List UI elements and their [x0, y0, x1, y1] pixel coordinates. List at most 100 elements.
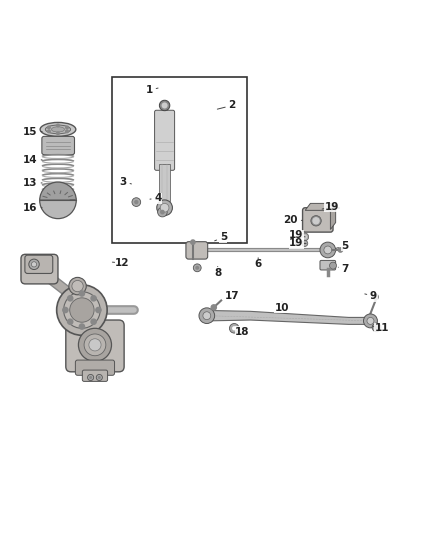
Ellipse shape — [32, 262, 37, 267]
Text: 17: 17 — [225, 291, 240, 301]
Text: 10: 10 — [275, 302, 290, 313]
Circle shape — [232, 326, 237, 330]
Circle shape — [89, 339, 101, 351]
Circle shape — [313, 218, 319, 224]
Circle shape — [67, 319, 73, 324]
Ellipse shape — [40, 123, 76, 136]
Ellipse shape — [324, 246, 332, 254]
Circle shape — [302, 240, 308, 246]
Circle shape — [373, 294, 378, 300]
FancyBboxPatch shape — [82, 370, 108, 382]
FancyBboxPatch shape — [155, 110, 175, 171]
Circle shape — [372, 323, 381, 332]
Circle shape — [374, 325, 379, 329]
Text: 1: 1 — [146, 85, 158, 95]
Circle shape — [70, 298, 94, 322]
Ellipse shape — [367, 318, 374, 325]
Circle shape — [191, 240, 195, 244]
FancyBboxPatch shape — [66, 320, 124, 372]
Text: 15: 15 — [23, 126, 42, 136]
FancyBboxPatch shape — [320, 261, 336, 270]
Text: 3: 3 — [120, 176, 131, 187]
Circle shape — [157, 200, 173, 215]
Circle shape — [48, 126, 50, 129]
Circle shape — [338, 248, 343, 252]
Text: 19: 19 — [322, 202, 339, 212]
Circle shape — [57, 132, 59, 135]
Text: 20: 20 — [283, 215, 303, 225]
Text: 2: 2 — [217, 100, 236, 110]
Text: 5: 5 — [336, 240, 349, 251]
FancyBboxPatch shape — [186, 241, 208, 259]
Circle shape — [98, 376, 101, 379]
PathPatch shape — [207, 310, 371, 325]
Ellipse shape — [51, 127, 64, 132]
Text: 4: 4 — [150, 193, 162, 203]
Text: 19: 19 — [289, 238, 306, 248]
Circle shape — [211, 305, 216, 310]
Circle shape — [57, 285, 107, 335]
Text: 7: 7 — [338, 264, 349, 274]
Circle shape — [134, 200, 138, 204]
Circle shape — [91, 319, 96, 324]
Circle shape — [159, 100, 170, 111]
Polygon shape — [305, 204, 336, 211]
Circle shape — [64, 292, 100, 328]
Circle shape — [89, 376, 92, 379]
Text: 18: 18 — [235, 327, 250, 337]
Circle shape — [230, 324, 239, 333]
Circle shape — [57, 124, 59, 127]
FancyBboxPatch shape — [75, 360, 115, 375]
Bar — [162, 106, 167, 116]
Circle shape — [195, 266, 199, 270]
Text: 5: 5 — [215, 232, 227, 243]
Wedge shape — [40, 182, 76, 200]
Circle shape — [311, 215, 321, 226]
Ellipse shape — [199, 308, 215, 324]
Circle shape — [327, 205, 333, 211]
Bar — [159, 164, 170, 201]
Text: 12: 12 — [113, 258, 130, 268]
FancyBboxPatch shape — [303, 208, 333, 232]
Circle shape — [96, 375, 102, 381]
Circle shape — [162, 102, 168, 109]
Ellipse shape — [29, 259, 39, 270]
Ellipse shape — [320, 242, 336, 258]
Circle shape — [66, 130, 68, 133]
Circle shape — [69, 277, 86, 295]
Polygon shape — [330, 204, 336, 230]
Text: 14: 14 — [23, 155, 42, 165]
Circle shape — [303, 235, 307, 239]
Bar — [113, 77, 247, 243]
Circle shape — [79, 324, 85, 329]
FancyBboxPatch shape — [25, 255, 53, 273]
Text: 6: 6 — [254, 258, 262, 269]
Circle shape — [160, 209, 165, 214]
Circle shape — [132, 198, 141, 206]
Circle shape — [66, 126, 68, 129]
Circle shape — [84, 334, 106, 356]
Circle shape — [329, 262, 336, 269]
Circle shape — [88, 375, 94, 381]
Circle shape — [79, 291, 85, 296]
Circle shape — [96, 308, 101, 313]
Text: 13: 13 — [23, 178, 42, 188]
Circle shape — [160, 204, 169, 212]
Circle shape — [158, 207, 167, 217]
Ellipse shape — [203, 312, 211, 320]
Text: 11: 11 — [373, 324, 389, 333]
Circle shape — [78, 328, 112, 361]
Ellipse shape — [46, 125, 71, 134]
Text: 19: 19 — [289, 230, 305, 240]
Circle shape — [67, 296, 73, 301]
Circle shape — [193, 264, 201, 272]
Text: 8: 8 — [214, 266, 221, 278]
Circle shape — [72, 280, 83, 292]
Ellipse shape — [364, 314, 378, 328]
FancyBboxPatch shape — [42, 136, 74, 155]
Wedge shape — [40, 200, 76, 219]
Circle shape — [301, 233, 309, 241]
Circle shape — [48, 130, 50, 133]
Circle shape — [91, 296, 96, 301]
Circle shape — [63, 308, 68, 313]
